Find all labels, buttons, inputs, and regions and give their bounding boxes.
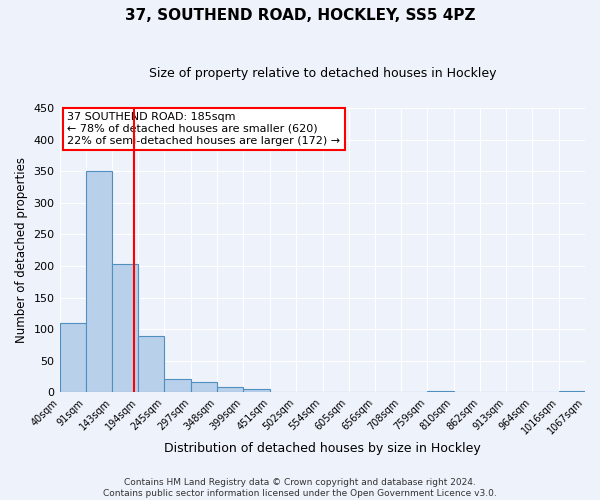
Bar [243,390,270,392]
Bar [427,390,454,392]
Bar [217,388,243,392]
Text: 37 SOUTHEND ROAD: 185sqm
← 78% of detached houses are smaller (620)
22% of semi-: 37 SOUTHEND ROAD: 185sqm ← 78% of detach… [67,112,341,146]
Bar [59,323,86,392]
Bar [139,336,164,392]
Bar [559,390,585,392]
X-axis label: Distribution of detached houses by size in Hockley: Distribution of detached houses by size … [164,442,481,455]
Y-axis label: Number of detached properties: Number of detached properties [15,157,28,343]
Bar [112,264,139,392]
Bar [164,378,191,392]
Bar [86,171,112,392]
Bar [191,382,217,392]
Title: Size of property relative to detached houses in Hockley: Size of property relative to detached ho… [149,68,496,80]
Text: Contains HM Land Registry data © Crown copyright and database right 2024.
Contai: Contains HM Land Registry data © Crown c… [103,478,497,498]
Text: 37, SOUTHEND ROAD, HOCKLEY, SS5 4PZ: 37, SOUTHEND ROAD, HOCKLEY, SS5 4PZ [125,8,475,22]
